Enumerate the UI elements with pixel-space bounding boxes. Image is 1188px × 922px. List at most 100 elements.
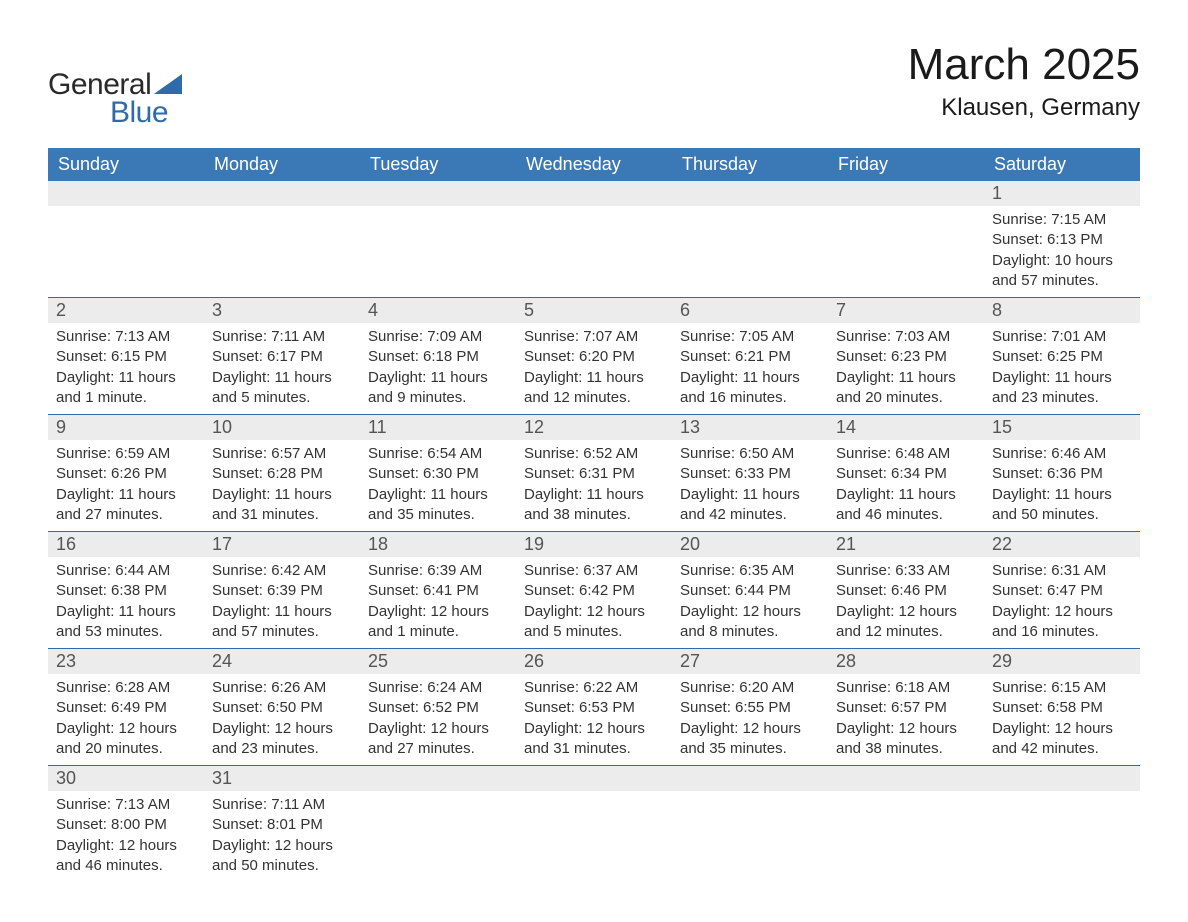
day-daylight2: and 31 minutes. <box>524 739 664 759</box>
day-detail-cell: Sunrise: 7:13 AMSunset: 6:15 PMDaylight:… <box>48 323 204 415</box>
day-sunrise: Sunrise: 7:11 AM <box>212 327 352 347</box>
day-sunrise: Sunrise: 6:48 AM <box>836 444 976 464</box>
day-sunrise: Sunrise: 6:52 AM <box>524 444 664 464</box>
day-daylight1: Daylight: 12 hours <box>992 602 1132 622</box>
day-daylight2: and 57 minutes. <box>212 622 352 642</box>
day-detail-row: Sunrise: 7:13 AMSunset: 6:15 PMDaylight:… <box>48 323 1140 415</box>
day-detail-cell <box>672 206 828 298</box>
day-sunset: Sunset: 6:26 PM <box>56 464 196 484</box>
day-sunset: Sunset: 6:13 PM <box>992 230 1132 250</box>
title-block: March 2025 Klausen, Germany <box>908 40 1140 122</box>
day-number-cell: 23 <box>48 649 204 675</box>
day-detail-cell: Sunrise: 6:44 AMSunset: 6:38 PMDaylight:… <box>48 557 204 649</box>
day-detail-row: Sunrise: 7:13 AMSunset: 8:00 PMDaylight:… <box>48 791 1140 882</box>
day-daylight2: and 16 minutes. <box>680 388 820 408</box>
day-number: 24 <box>212 651 232 671</box>
day-sunset: Sunset: 6:34 PM <box>836 464 976 484</box>
day-sunrise: Sunrise: 7:09 AM <box>368 327 508 347</box>
day-sunset: Sunset: 6:46 PM <box>836 581 976 601</box>
day-number: 14 <box>836 417 856 437</box>
day-detail-cell: Sunrise: 6:33 AMSunset: 6:46 PMDaylight:… <box>828 557 984 649</box>
day-daylight1: Daylight: 11 hours <box>368 485 508 505</box>
day-number-cell <box>516 181 672 206</box>
day-detail-cell: Sunrise: 7:01 AMSunset: 6:25 PMDaylight:… <box>984 323 1140 415</box>
day-number: 16 <box>56 534 76 554</box>
day-daylight2: and 35 minutes. <box>680 739 820 759</box>
day-daylight1: Daylight: 11 hours <box>212 485 352 505</box>
day-detail-cell: Sunrise: 6:46 AMSunset: 6:36 PMDaylight:… <box>984 440 1140 532</box>
day-detail-cell: Sunrise: 6:52 AMSunset: 6:31 PMDaylight:… <box>516 440 672 532</box>
day-daylight2: and 27 minutes. <box>368 739 508 759</box>
day-sunrise: Sunrise: 6:42 AM <box>212 561 352 581</box>
day-number-cell: 2 <box>48 298 204 324</box>
day-detail-cell: Sunrise: 7:09 AMSunset: 6:18 PMDaylight:… <box>360 323 516 415</box>
day-number: 12 <box>524 417 544 437</box>
day-detail-cell: Sunrise: 6:26 AMSunset: 6:50 PMDaylight:… <box>204 674 360 766</box>
day-number-cell: 28 <box>828 649 984 675</box>
day-number: 17 <box>212 534 232 554</box>
day-sunset: Sunset: 6:25 PM <box>992 347 1132 367</box>
day-daylight2: and 53 minutes. <box>56 622 196 642</box>
day-sunset: Sunset: 6:58 PM <box>992 698 1132 718</box>
day-number: 4 <box>368 300 378 320</box>
day-daylight1: Daylight: 12 hours <box>680 602 820 622</box>
day-number-cell: 9 <box>48 415 204 441</box>
day-number-row: 2345678 <box>48 298 1140 324</box>
day-daylight1: Daylight: 12 hours <box>992 719 1132 739</box>
day-sunset: Sunset: 6:17 PM <box>212 347 352 367</box>
day-sunset: Sunset: 6:28 PM <box>212 464 352 484</box>
day-detail-cell <box>672 791 828 882</box>
calendar-table: Sunday Monday Tuesday Wednesday Thursday… <box>48 148 1140 882</box>
day-daylight1: Daylight: 12 hours <box>836 602 976 622</box>
day-number-row: 23242526272829 <box>48 649 1140 675</box>
day-number-cell <box>204 181 360 206</box>
day-sunrise: Sunrise: 6:18 AM <box>836 678 976 698</box>
day-number-cell: 24 <box>204 649 360 675</box>
day-sunrise: Sunrise: 6:46 AM <box>992 444 1132 464</box>
day-sunset: Sunset: 6:31 PM <box>524 464 664 484</box>
day-daylight1: Daylight: 12 hours <box>368 602 508 622</box>
day-detail-row: Sunrise: 6:59 AMSunset: 6:26 PMDaylight:… <box>48 440 1140 532</box>
day-number-cell: 27 <box>672 649 828 675</box>
day-daylight2: and 42 minutes. <box>680 505 820 525</box>
day-sunset: Sunset: 6:52 PM <box>368 698 508 718</box>
weekday-header: Tuesday <box>360 148 516 181</box>
day-number: 30 <box>56 768 76 788</box>
day-daylight2: and 46 minutes. <box>836 505 976 525</box>
day-sunrise: Sunrise: 6:35 AM <box>680 561 820 581</box>
day-detail-row: Sunrise: 7:15 AMSunset: 6:13 PMDaylight:… <box>48 206 1140 298</box>
day-daylight1: Daylight: 11 hours <box>212 602 352 622</box>
day-sunrise: Sunrise: 6:22 AM <box>524 678 664 698</box>
day-sunrise: Sunrise: 6:24 AM <box>368 678 508 698</box>
day-number-cell: 25 <box>360 649 516 675</box>
day-number: 20 <box>680 534 700 554</box>
day-daylight2: and 8 minutes. <box>680 622 820 642</box>
day-sunset: Sunset: 6:15 PM <box>56 347 196 367</box>
day-daylight2: and 16 minutes. <box>992 622 1132 642</box>
brand-logo: General Blue <box>48 68 182 130</box>
day-sunrise: Sunrise: 7:15 AM <box>992 210 1132 230</box>
day-detail-cell: Sunrise: 7:15 AMSunset: 6:13 PMDaylight:… <box>984 206 1140 298</box>
day-daylight2: and 23 minutes. <box>212 739 352 759</box>
day-daylight1: Daylight: 12 hours <box>836 719 976 739</box>
day-daylight2: and 46 minutes. <box>56 856 196 876</box>
logo-word-blue: Blue <box>110 96 182 130</box>
day-number-cell: 22 <box>984 532 1140 558</box>
day-sunset: Sunset: 6:20 PM <box>524 347 664 367</box>
day-detail-cell <box>984 791 1140 882</box>
day-number-row: 1 <box>48 181 1140 206</box>
day-detail-row: Sunrise: 6:28 AMSunset: 6:49 PMDaylight:… <box>48 674 1140 766</box>
day-daylight2: and 23 minutes. <box>992 388 1132 408</box>
day-daylight1: Daylight: 11 hours <box>836 485 976 505</box>
weekday-header: Wednesday <box>516 148 672 181</box>
day-detail-cell: Sunrise: 6:37 AMSunset: 6:42 PMDaylight:… <box>516 557 672 649</box>
day-number: 29 <box>992 651 1012 671</box>
day-number-row: 3031 <box>48 766 1140 792</box>
day-daylight2: and 12 minutes. <box>524 388 664 408</box>
day-detail-cell: Sunrise: 6:57 AMSunset: 6:28 PMDaylight:… <box>204 440 360 532</box>
day-number-cell: 16 <box>48 532 204 558</box>
day-daylight1: Daylight: 12 hours <box>56 836 196 856</box>
day-sunrise: Sunrise: 6:50 AM <box>680 444 820 464</box>
day-number-cell <box>48 181 204 206</box>
day-number: 1 <box>992 183 1002 203</box>
